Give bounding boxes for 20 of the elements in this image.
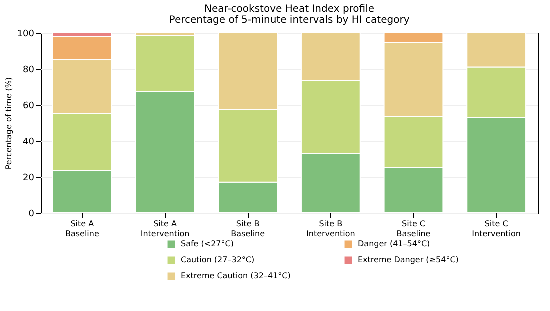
y-tick-label: 100: [17, 30, 35, 40]
y-tick-label: 20: [23, 174, 35, 184]
x-tick-label: Site C Baseline: [396, 220, 431, 238]
x-tick-label: Site A Intervention: [140, 220, 190, 238]
chart-title: Near-cookstove Heat Index profile: [204, 4, 375, 15]
chart-subtitle: Percentage of 5-minute intervals by HI category: [169, 15, 410, 26]
y-tick-label: 40: [23, 138, 35, 148]
y-tick-label: 80: [23, 66, 35, 76]
legend-label: Extreme Caution (32–41°C): [181, 272, 291, 280]
x-tick-label: Site B Baseline: [231, 220, 266, 238]
legend-label: Caution (27–32°C): [181, 256, 255, 264]
y-axis-title: Percentage of time (%): [4, 77, 14, 170]
x-tick-label: Site C Intervention: [472, 220, 521, 238]
x-tick-label: Site B Intervention: [306, 220, 356, 238]
legend-label: Danger (41–54°C): [358, 240, 430, 249]
x-tick-label: Site A Baseline: [65, 220, 100, 238]
legend-label: Extreme Danger (≥54°C): [358, 256, 459, 264]
y-tick-label: 60: [23, 102, 35, 112]
legend-label: Safe (<27°C): [181, 240, 234, 249]
y-tick-label: 0: [28, 210, 35, 220]
